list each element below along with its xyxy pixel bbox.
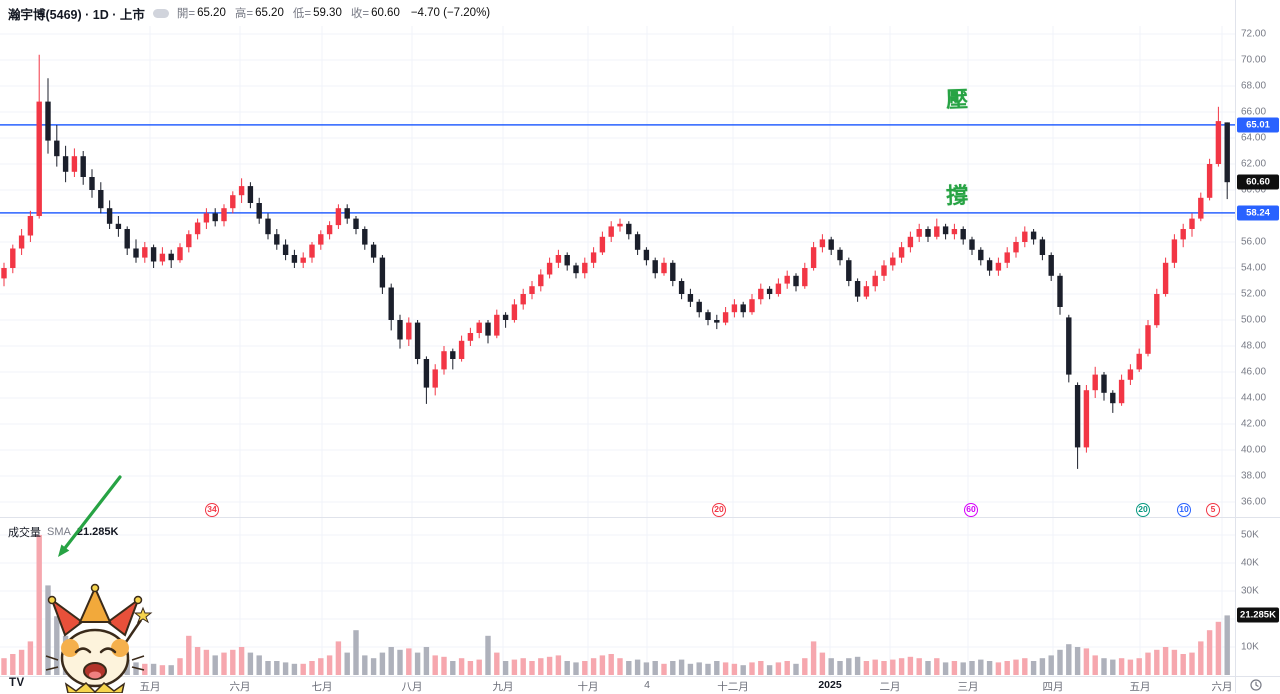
high-label: 高= (235, 5, 253, 21)
price-tick-label: 38.00 (1241, 471, 1266, 482)
price-tick-label: 64.00 (1241, 133, 1266, 144)
price-tick-label: 50.00 (1241, 315, 1266, 326)
price-tick-label: 36.00 (1241, 497, 1266, 508)
time-axis-label: 2025 (818, 679, 841, 691)
price-tick-label: 40.00 (1241, 445, 1266, 456)
time-axis-label: 四月 (1043, 679, 1064, 694)
time-axis-label: 五月 (1130, 679, 1151, 694)
time-axis-label: 六月 (230, 679, 251, 694)
volume-tick-label: 10K (1241, 642, 1259, 653)
price-pane[interactable] (0, 26, 1235, 518)
time-axis-label: 十二月 (717, 679, 749, 694)
time-axis-label: 九月 (493, 679, 514, 694)
time-axis-label: 4 (644, 679, 650, 691)
price-tick-label: 62.00 (1241, 159, 1266, 170)
time-axis-label: 三月 (958, 679, 979, 694)
change-value: −4.70 (−7.20%) (411, 7, 490, 19)
price-tick-label: 42.00 (1241, 419, 1266, 430)
low-value: 59.30 (313, 7, 342, 19)
volume-tick-label: 40K (1241, 558, 1259, 569)
legend[interactable]: 瀚宇博(5469) · 1D · 上市 開=65.20 高=65.20 低=59… (8, 0, 490, 26)
volume-axis-badge: 21.285K (1237, 608, 1279, 623)
price-tick-label: 44.00 (1241, 393, 1266, 404)
clock-icon[interactable] (1250, 679, 1262, 691)
volume-bars-layer (1, 535, 1230, 675)
price-tick-label: 68.00 (1241, 81, 1266, 92)
price-tick-label: 66.00 (1241, 107, 1266, 118)
time-axis-label: 十月 (578, 679, 599, 694)
time-axis-label: 五月 (140, 679, 161, 694)
support-annotation[interactable]: 撐 (945, 178, 968, 211)
price-axis-badge: 58.24 (1237, 205, 1279, 220)
high-value: 65.20 (255, 7, 284, 19)
volume-tick-label: 50K (1241, 530, 1259, 541)
volume-title: 成交量 (8, 524, 41, 540)
price-tick-label: 70.00 (1241, 55, 1266, 66)
time-axis-label: 二月 (880, 679, 901, 694)
close-value: 60.60 (371, 7, 400, 19)
price-tick-label: 54.00 (1241, 263, 1266, 274)
volume-header[interactable]: 成交量 SMA 21.285K (8, 524, 118, 540)
price-tick-label: 46.00 (1241, 367, 1266, 378)
price-axis[interactable]: 72.0070.0068.0066.0064.0062.0060.0058.00… (1236, 0, 1280, 693)
symbol-title[interactable]: 瀚宇博(5469) · 1D · 上市 (8, 4, 145, 23)
time-axis-label: 八月 (402, 679, 423, 694)
tradingview-logo[interactable]: TV (9, 677, 25, 689)
time-axis-label: 六月 (1212, 679, 1233, 694)
price-tick-label: 52.00 (1241, 289, 1266, 300)
price-tick-label: 72.00 (1241, 29, 1266, 40)
price-axis-badge: 65.01 (1237, 117, 1279, 132)
volume-sma-label: SMA (47, 526, 71, 538)
legend-toggle-icon[interactable] (153, 9, 169, 18)
volume-tick-label: 30K (1241, 586, 1259, 597)
time-axis[interactable]: 五月 六月 七月 八月 九月 十月 4 十二月 2025 二月 三月 四月 五月 六月 (0, 677, 1235, 693)
candles-layer (1, 55, 1230, 469)
price-tick-label: 56.00 (1241, 237, 1266, 248)
resistance-annotation[interactable]: 壓 (945, 82, 968, 115)
volume-pane[interactable] (0, 518, 1235, 676)
price-axis-badge: 60.60 (1237, 175, 1279, 190)
ohlc-row: 開=65.20 高=65.20 低=59.30 收=60.60 −4.70 (−… (177, 5, 490, 21)
low-label: 低= (293, 5, 311, 21)
open-value: 65.20 (197, 7, 226, 19)
volume-value: 21.285K (77, 526, 119, 538)
price-tick-label: 48.00 (1241, 341, 1266, 352)
pane-divider[interactable] (0, 517, 1280, 518)
open-label: 開= (177, 5, 195, 21)
volume-grid-layer (0, 518, 1235, 676)
time-axis-label: 七月 (312, 679, 333, 694)
close-label: 收= (351, 5, 369, 21)
